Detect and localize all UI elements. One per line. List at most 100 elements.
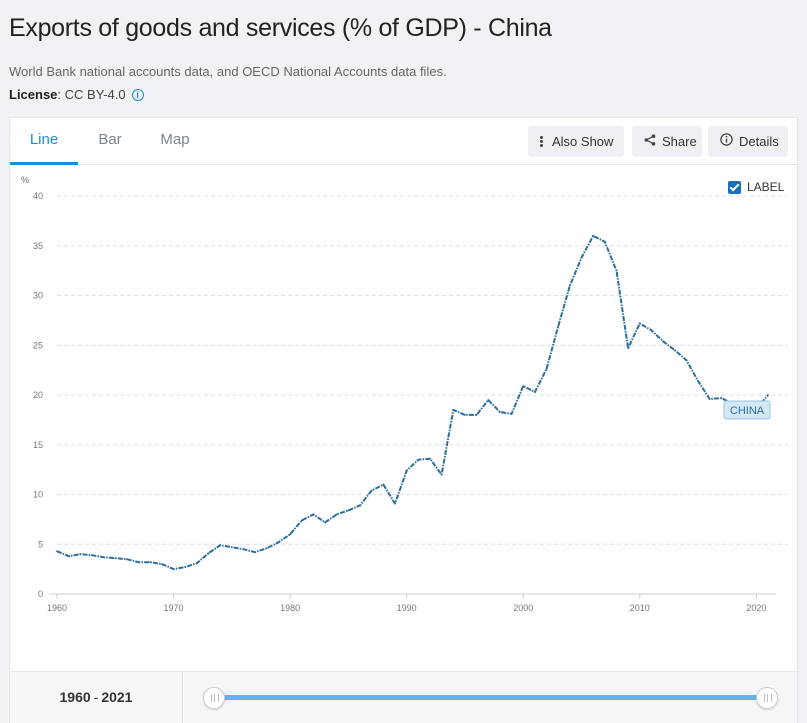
license-value: : CC BY-4.0 xyxy=(57,87,126,102)
license-label: License xyxy=(9,87,58,102)
series-label-box xyxy=(723,400,771,420)
tab-line[interactable]: Line xyxy=(10,118,78,165)
label-toggle[interactable]: LABEL xyxy=(728,180,784,194)
y-tick-label: 0 xyxy=(38,589,43,599)
data-point xyxy=(487,399,490,401)
label-toggle-text: LABEL xyxy=(747,180,785,194)
data-point xyxy=(627,347,630,350)
data-point xyxy=(580,256,583,259)
details-button[interactable]: Details xyxy=(708,126,788,157)
data-point xyxy=(219,544,222,547)
license-line: License: CC BY-4.0 i xyxy=(9,87,144,102)
data-point xyxy=(382,483,385,486)
x-tick-label: 1980 xyxy=(280,603,300,613)
x-tick-label: 1990 xyxy=(397,603,417,613)
line-chart: % 0 5 10 15 20 25 30 35 40 1960 1970 1980 1990 2000 20… xyxy=(21,175,788,613)
x-tick-label: 2020 xyxy=(746,603,766,613)
also-show-label: Also Show xyxy=(552,134,614,149)
data-point xyxy=(207,552,210,555)
series-layer: CHINA xyxy=(56,234,771,571)
y-tick-label: 15 xyxy=(33,440,43,450)
data-point xyxy=(195,562,198,565)
range-handle-end[interactable] xyxy=(756,687,778,709)
also-show-button[interactable]: Also Show xyxy=(528,126,624,157)
y-tick-label: 35 xyxy=(33,241,43,251)
y-unit-label: % xyxy=(21,175,29,185)
range-handle-start[interactable] xyxy=(203,687,225,709)
data-point xyxy=(452,409,455,411)
y-tick-label: 10 xyxy=(33,490,43,500)
data-point xyxy=(137,561,140,564)
data-point xyxy=(417,458,420,461)
data-point xyxy=(533,391,536,393)
x-tick-label: 1970 xyxy=(164,603,184,613)
share-label: Share xyxy=(662,134,697,149)
details-label: Details xyxy=(739,134,779,149)
data-point xyxy=(767,394,769,396)
data-point xyxy=(650,329,653,332)
series-label-text: CHINA xyxy=(730,405,765,417)
series-line-china xyxy=(56,234,769,571)
data-point xyxy=(708,398,711,400)
data-point xyxy=(370,489,373,492)
data-point xyxy=(592,234,595,237)
data-point xyxy=(685,359,688,362)
info-icon[interactable]: i xyxy=(131,89,144,101)
y-tick-label: 30 xyxy=(33,291,43,301)
y-axis: % 0 5 10 15 20 25 30 35 40 xyxy=(21,175,43,599)
data-point xyxy=(114,557,117,560)
data-point xyxy=(440,473,443,476)
data-point xyxy=(335,513,338,516)
x-axis: 1960 1970 1980 1990 2000 2010 2020 xyxy=(47,593,776,613)
data-point xyxy=(464,414,466,416)
x-tick-label: 2010 xyxy=(630,603,650,613)
x-tick-label: 1960 xyxy=(47,603,67,613)
range-label: 1960-2021 xyxy=(10,672,183,723)
data-point xyxy=(405,469,408,472)
page-title: Exports of goods and services (% of GDP)… xyxy=(9,14,552,42)
data-point xyxy=(359,504,361,507)
data-point xyxy=(242,548,245,551)
data-point xyxy=(510,413,513,415)
y-tick-label: 20 xyxy=(33,390,43,400)
y-tick-label: 25 xyxy=(33,340,43,350)
info-circle-icon xyxy=(720,127,733,158)
chart-panel: Line Bar Map Also Show Share Details % 0 5… xyxy=(9,117,798,723)
data-point xyxy=(545,368,548,371)
range-slider-track[interactable] xyxy=(215,695,767,700)
y-tick-label: 40 xyxy=(33,191,43,201)
data-point xyxy=(324,521,326,524)
y-tick-label: 5 xyxy=(38,539,43,549)
data-point xyxy=(347,509,350,512)
data-point xyxy=(662,340,664,343)
data-point xyxy=(499,411,501,413)
data-point xyxy=(312,513,315,516)
data-point xyxy=(697,380,699,382)
share-icon xyxy=(644,127,656,158)
data-point xyxy=(172,568,175,571)
tab-map[interactable]: Map xyxy=(160,131,190,148)
data-point xyxy=(126,558,128,561)
tab-bar-chart[interactable]: Bar xyxy=(98,131,122,148)
data-point xyxy=(475,414,478,416)
range-start: 1960 xyxy=(59,689,91,705)
data-point xyxy=(265,547,268,550)
data-point xyxy=(615,269,618,272)
vertical-dots-icon xyxy=(540,135,543,148)
label-checkbox[interactable] xyxy=(728,180,741,194)
data-point xyxy=(289,533,292,536)
data-point xyxy=(79,553,82,556)
data-point xyxy=(91,554,93,557)
range-end: 2021 xyxy=(101,689,133,705)
data-point xyxy=(161,563,163,566)
data-point xyxy=(67,555,70,558)
data-point xyxy=(56,550,58,553)
share-button[interactable]: Share xyxy=(632,126,702,157)
data-point xyxy=(277,541,280,544)
data-point xyxy=(673,349,676,352)
tab-bar: Line Bar Map Also Show Share Details xyxy=(10,118,797,165)
data-point xyxy=(394,502,396,505)
data-point xyxy=(638,322,641,325)
x-tick-label: 2000 xyxy=(513,603,533,613)
data-point xyxy=(102,556,105,559)
